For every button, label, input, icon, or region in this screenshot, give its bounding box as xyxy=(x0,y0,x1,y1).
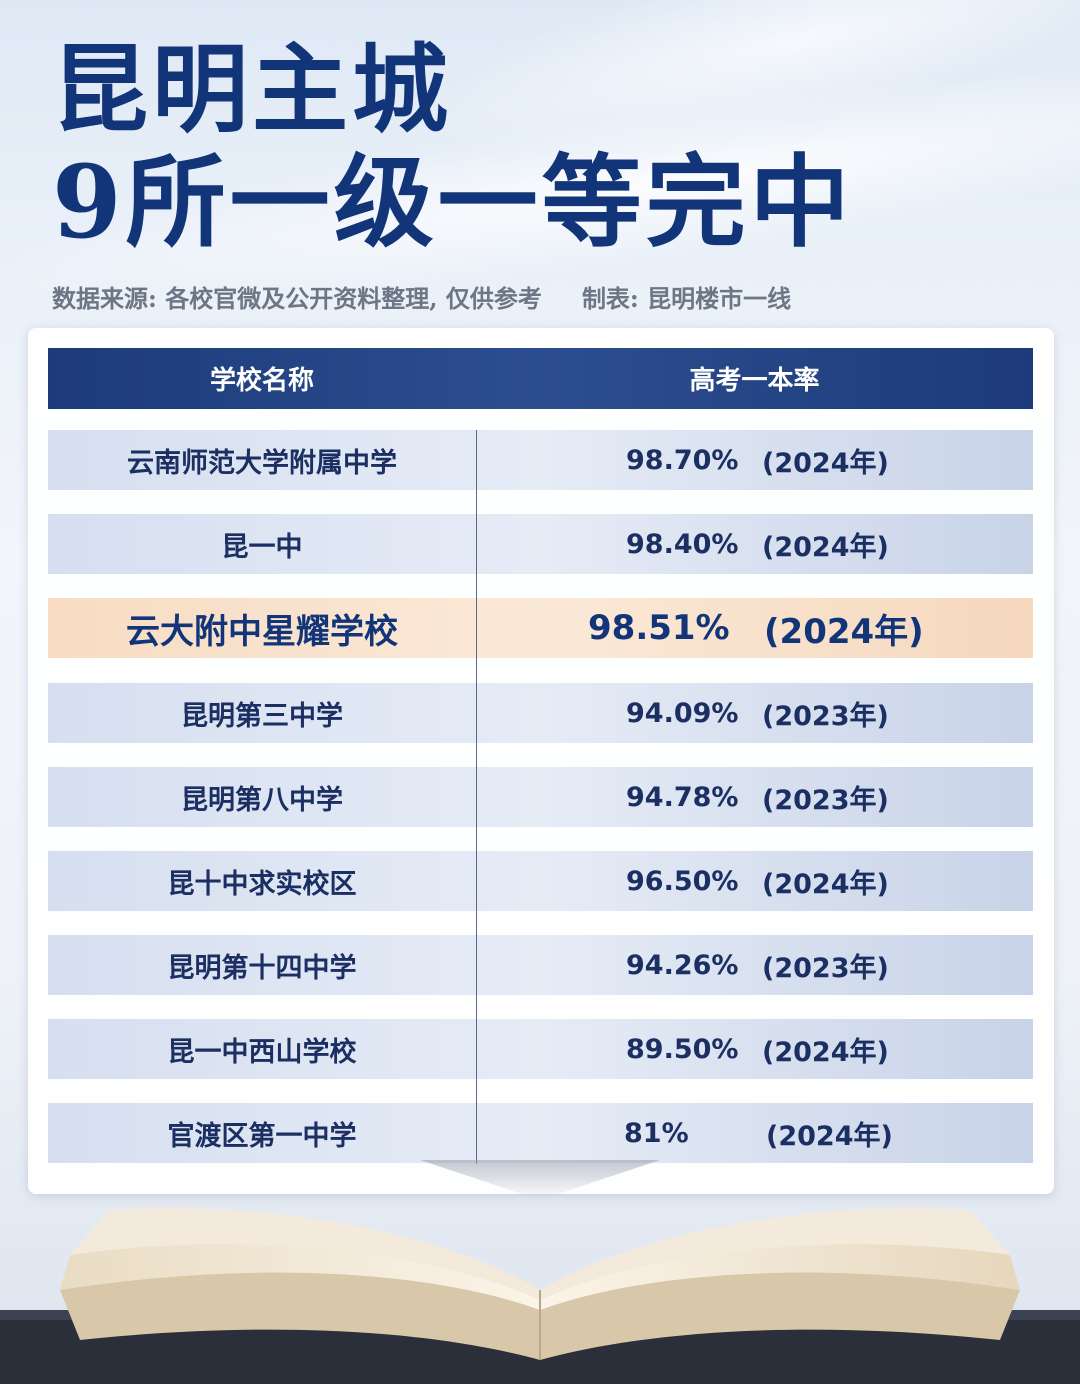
table-row: 昆明第三中学 94.09% (2023年) xyxy=(48,683,1033,743)
table-header: 学校名称 高考一本率 xyxy=(48,348,1033,409)
school-name: 昆一中西山学校 xyxy=(167,1036,357,1068)
school-name: 云大附中星耀学校 xyxy=(126,611,398,652)
rate-value: 81% xyxy=(624,1117,689,1149)
school-name: 云南师范大学附属中学 xyxy=(127,447,397,479)
rate-value: 96.50% xyxy=(626,865,739,897)
rate-year: (2024年) xyxy=(762,447,889,479)
rate-value: 98.40% xyxy=(626,528,739,560)
open-book-illustration xyxy=(0,1160,1080,1384)
table-row: 昆一中 98.40% (2024年) xyxy=(48,514,1033,574)
table-row: 昆明第八中学 94.78% (2023年) xyxy=(48,767,1033,827)
school-name: 昆明第十四中学 xyxy=(167,952,357,984)
rate-year: (2024年) xyxy=(766,1120,893,1152)
rate-year: (2024年) xyxy=(762,531,889,563)
table-row: 官渡区第一中学 81% (2024年) xyxy=(48,1103,1033,1163)
school-name: 昆十中求实校区 xyxy=(167,868,357,900)
rate-value: 94.78% xyxy=(626,781,739,813)
rate-year: (2024年) xyxy=(762,868,889,900)
school-name: 昆明第八中学 xyxy=(181,784,343,816)
rate-year: (2024年) xyxy=(762,1036,889,1068)
school-name: 昆一中 xyxy=(221,531,303,563)
page-title-line2: 9所一级一等完中 xyxy=(52,143,854,261)
rate-year: (2023年) xyxy=(762,700,889,732)
source-line: 数据来源: 各校官微及公开资料整理, 仅供参考 制表: 昆明楼市一线 xyxy=(52,279,791,314)
rate-value: 94.26% xyxy=(626,949,739,981)
table-row: 昆十中求实校区 96.50% (2024年) xyxy=(48,851,1033,911)
rate-year: (2023年) xyxy=(762,952,889,984)
column-divider xyxy=(476,430,477,1164)
rate-year: (2023年) xyxy=(762,784,889,816)
rate-value: 98.70% xyxy=(626,444,739,476)
rate-year: (2024年) xyxy=(764,611,924,652)
table-row: 昆一中西山学校 89.50% (2024年) xyxy=(48,1019,1033,1079)
header-school-name: 学校名称 xyxy=(209,366,314,396)
table-row: 昆明第十四中学 94.26% (2023年) xyxy=(48,935,1033,995)
rate-value: 94.09% xyxy=(626,697,739,729)
rate-value: 89.50% xyxy=(626,1033,739,1065)
rate-value: 98.51% xyxy=(588,608,730,648)
header-rate: 高考一本率 xyxy=(689,366,820,396)
table-row: 云南师范大学附属中学 98.70% (2024年) xyxy=(48,430,1033,490)
data-source-text: 数据来源: 各校官微及公开资料整理, 仅供参考 xyxy=(52,284,542,313)
page-title-line1: 昆明主城 xyxy=(52,33,452,146)
school-name: 官渡区第一中学 xyxy=(167,1120,357,1152)
made-by-text: 制表: 昆明楼市一线 xyxy=(581,284,792,313)
table-row-highlighted: 云大附中星耀学校 98.51% (2024年) xyxy=(48,598,1033,658)
school-name: 昆明第三中学 xyxy=(181,700,343,732)
